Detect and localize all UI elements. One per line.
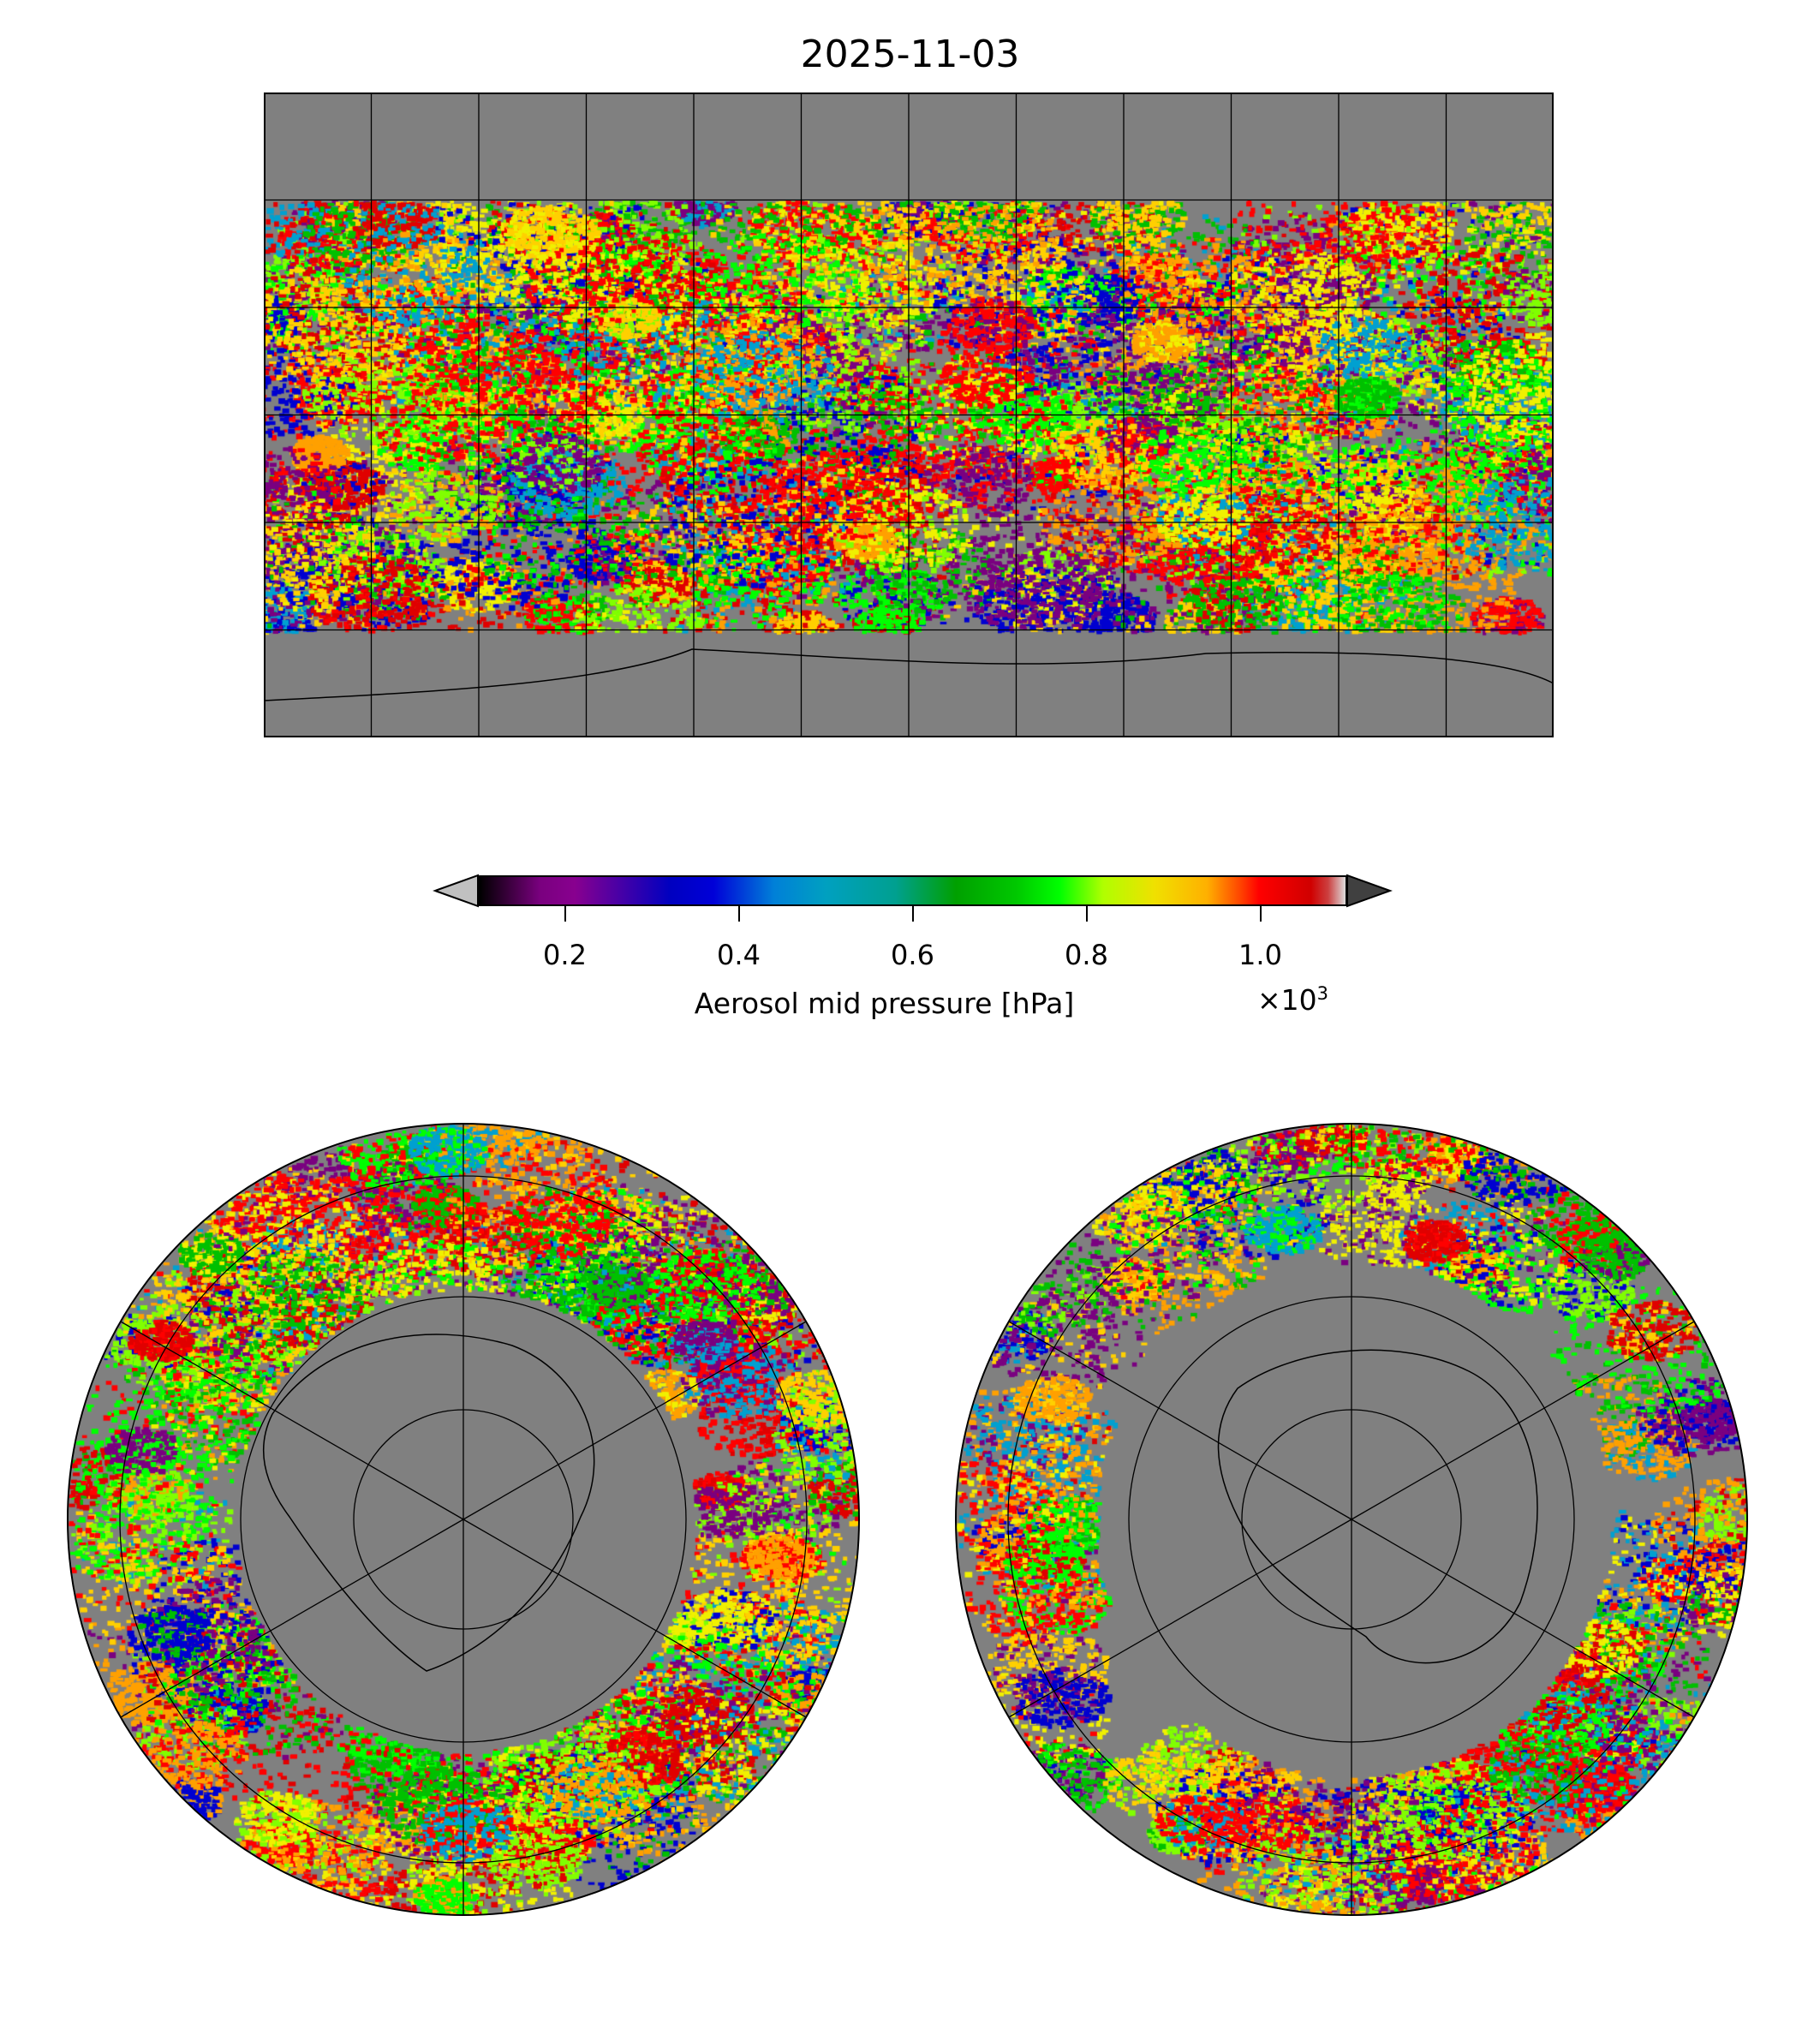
- antarctica-coastline: [1217, 1349, 1538, 1664]
- colorbar-tick: [1259, 906, 1262, 922]
- multiplier-base: ×10: [1257, 983, 1317, 1017]
- meridian-line: [120, 1519, 464, 1718]
- meridian-line: [462, 1519, 807, 1718]
- colorbar-multiplier: ×103: [1257, 983, 1328, 1017]
- colorbar-tick: [564, 906, 566, 922]
- colorbar-over-extension: [1346, 874, 1393, 908]
- antarctica-coastline: [264, 648, 1554, 701]
- colorbar-tick: [1085, 906, 1088, 922]
- meridian-line: [120, 1321, 464, 1520]
- south-polar-grid: [955, 1123, 1748, 1916]
- meridian-line: [1008, 1321, 1352, 1520]
- chart-title: 2025-11-03: [800, 33, 1020, 76]
- colorbar-label: Aerosol mid pressure [hPa]: [694, 987, 1075, 1020]
- north-map-boundary: [67, 1123, 860, 1916]
- colorbar-under-extension: [433, 874, 479, 908]
- map-frame: [264, 92, 1554, 737]
- south-polar-map: [955, 1123, 1748, 1916]
- meridian-line: [1351, 1519, 1695, 1718]
- north-polar-grid: [67, 1123, 860, 1916]
- colorbar-extensions: [433, 874, 1393, 908]
- colorbar-tick-label: 0.6: [891, 939, 934, 971]
- north-polar-map: [67, 1123, 860, 1916]
- colorbar-tick-label: 0.2: [543, 939, 587, 971]
- arctic-coastline: [262, 1334, 595, 1672]
- south-map-boundary: [955, 1123, 1748, 1916]
- meridian-line: [462, 1321, 807, 1520]
- colorbar: [478, 875, 1347, 906]
- colorbar-tick: [911, 906, 914, 922]
- global-map: [264, 92, 1554, 737]
- colorbar-tick-label: 0.4: [717, 939, 761, 971]
- meridian-line: [1008, 1519, 1352, 1718]
- global-map-grid: [264, 92, 1554, 737]
- multiplier-exponent: 3: [1316, 983, 1329, 1004]
- colorbar-tick: [737, 906, 740, 922]
- meridian-line: [1351, 1321, 1695, 1520]
- colorbar-tick-label: 0.8: [1065, 939, 1108, 971]
- colorbar-tick-label: 1.0: [1238, 939, 1282, 971]
